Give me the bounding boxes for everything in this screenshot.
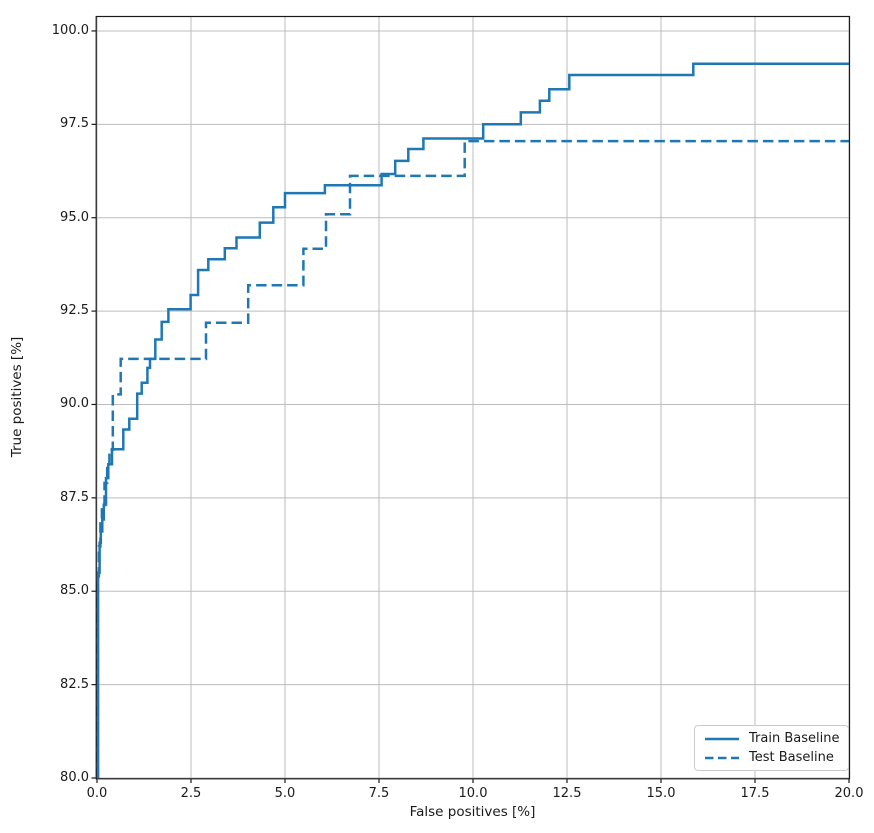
y-tick-label: 92.5 bbox=[60, 303, 89, 319]
y-tick-label: 80.0 bbox=[60, 770, 89, 785]
train-baseline-line bbox=[96, 62, 849, 778]
y-tick-label: 87.5 bbox=[60, 489, 89, 505]
y-tick-label: 90.0 bbox=[60, 396, 89, 412]
test-line-sample bbox=[705, 756, 739, 759]
x-tick-label: 7.5 bbox=[368, 786, 390, 801]
x-tick-label: 20.0 bbox=[834, 786, 864, 801]
y-tick-label: 82.5 bbox=[60, 676, 89, 692]
test-baseline-line bbox=[96, 139, 849, 778]
legend-item-train: Train Baseline bbox=[704, 731, 839, 746]
legend: Train Baseline Test Baseline bbox=[694, 725, 850, 771]
legend-label-train: Train Baseline bbox=[749, 731, 840, 746]
y-tick-label: 97.5 bbox=[60, 116, 89, 132]
y-tick-label: 85.0 bbox=[60, 583, 89, 599]
x-tick-label: 10.0 bbox=[458, 786, 488, 801]
train-line-sample bbox=[705, 737, 739, 740]
x-tick-label: 2.5 bbox=[180, 786, 202, 801]
y-tick-label: 95.0 bbox=[60, 209, 89, 225]
x-axis-label: False positives [%] bbox=[409, 804, 536, 820]
x-tick-label: 12.5 bbox=[552, 786, 582, 801]
x-tick-label: 17.5 bbox=[740, 786, 770, 801]
x-tick-label: 0.0 bbox=[86, 786, 108, 801]
y-tick-label: 100.0 bbox=[51, 22, 89, 38]
legend-label-test: Test Baseline bbox=[749, 750, 834, 765]
y-axis-label: True positives [%] bbox=[9, 336, 25, 458]
x-tick-label: 15.0 bbox=[646, 786, 676, 801]
x-tick-label: 5.0 bbox=[274, 786, 296, 801]
legend-item-test: Test Baseline bbox=[704, 750, 839, 765]
